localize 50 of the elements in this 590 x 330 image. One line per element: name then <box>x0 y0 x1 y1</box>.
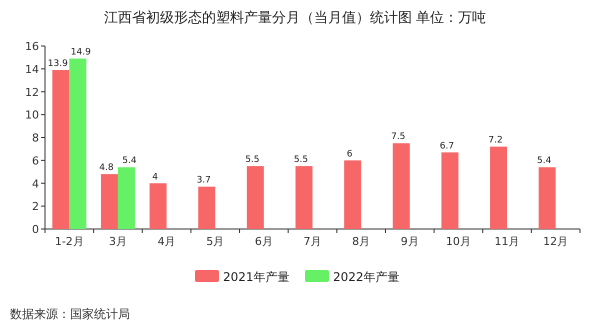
bar <box>392 143 410 229</box>
data-label: 7.5 <box>391 132 406 142</box>
bar <box>150 183 167 229</box>
x-tick-label: 12月 <box>543 235 568 248</box>
data-label: 6.7 <box>440 141 454 152</box>
bar <box>296 166 312 229</box>
data-label: 14.9 <box>70 48 92 58</box>
bar <box>69 58 86 229</box>
x-tick-label: 7月 <box>304 235 322 248</box>
data-label: 7.2 <box>488 136 503 146</box>
x-tick-label: 3月 <box>108 235 127 248</box>
data-label: 4.8 <box>99 163 114 174</box>
bar <box>344 160 362 229</box>
source-note: 数据来源：国家统计局 <box>10 307 130 321</box>
bar <box>52 70 70 229</box>
y-tick-label: 12 <box>25 86 39 99</box>
x-tick-label: 11月 <box>494 235 520 248</box>
legend-label: 2022年产量 <box>333 270 400 284</box>
data-label: 5.4 <box>537 156 552 166</box>
bar <box>118 167 135 229</box>
x-tick-label: 8月 <box>352 235 370 248</box>
y-tick-label: 10 <box>25 108 39 122</box>
data-label: 13.9 <box>48 59 68 70</box>
x-tick-label: 1-2月 <box>54 235 84 248</box>
data-label: 4 <box>152 172 158 182</box>
data-label: 5.4 <box>122 156 137 166</box>
bar <box>441 152 458 229</box>
x-tick-label: 10月 <box>446 235 471 248</box>
y-tick-label: 4 <box>32 177 39 190</box>
bar <box>198 186 216 229</box>
data-label: 3.7 <box>196 176 211 186</box>
x-tick-label: 5月 <box>206 235 224 248</box>
chart-title: 江西省初级形态的塑料产量分月（当月值）统计图 单位：万吨 <box>104 10 486 26</box>
y-tick-label: 16 <box>25 40 39 53</box>
bar <box>490 146 508 229</box>
data-label: 5.5 <box>294 155 308 166</box>
legend-label: 2021年产量 <box>223 270 290 284</box>
bar <box>538 167 556 229</box>
bar <box>246 166 264 229</box>
x-tick-label: 6月 <box>254 235 273 248</box>
bar <box>100 174 118 229</box>
y-tick-label: 2 <box>32 200 39 214</box>
y-tick-label: 0 <box>32 223 39 236</box>
y-tick-label: 6 <box>32 154 39 168</box>
data-label: 6 <box>346 149 353 160</box>
x-tick-label: 4月 <box>158 235 176 248</box>
data-label: 5.5 <box>245 155 260 166</box>
y-tick-label: 14 <box>25 62 39 76</box>
y-tick-label: 8 <box>32 132 39 144</box>
x-tick-label: 9月 <box>400 235 419 248</box>
